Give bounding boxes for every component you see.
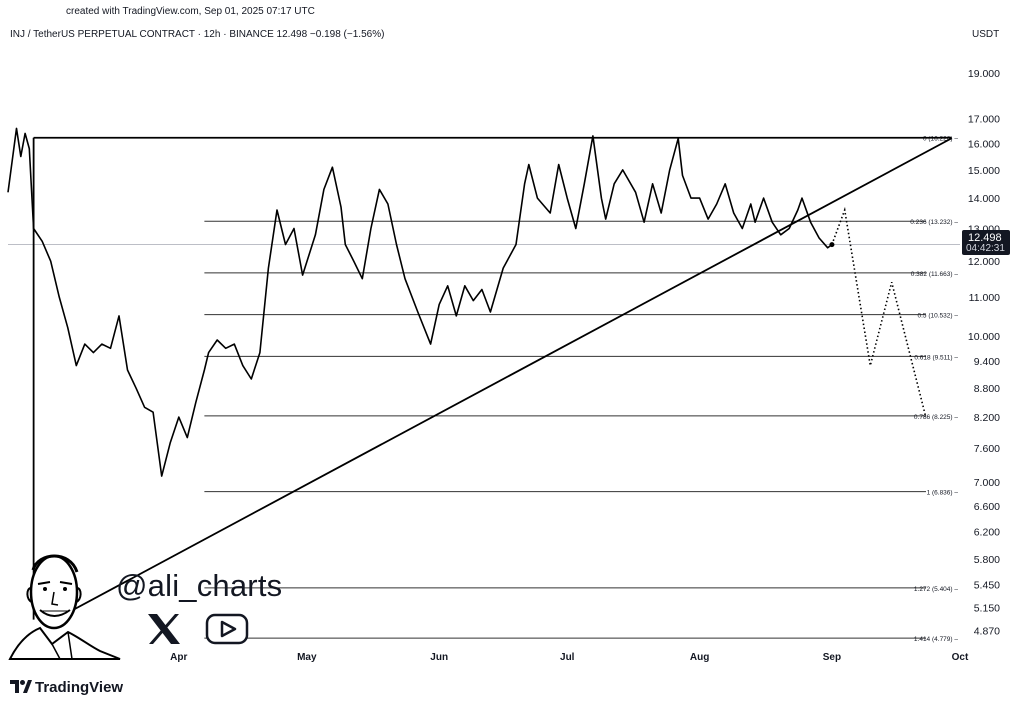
tradingview-logo: TradingView — [10, 679, 123, 696]
projection-path — [831, 206, 927, 418]
fib-level-label: 0.618 (9.511) – — [914, 354, 958, 361]
fib-level-label: 1.414 (4.779) – — [914, 636, 958, 643]
created-with-label: created with TradingView.com, Sep 01, 20… — [66, 6, 315, 17]
last-price-dot — [829, 242, 835, 248]
y-tick-label: 12.000 — [968, 256, 1000, 268]
currency-label: USDT — [972, 29, 1000, 40]
fib-level-label: 1.272 (5.404) – — [914, 586, 958, 593]
y-tick-label: 15.000 — [968, 165, 1000, 177]
fib-level-label: 0.5 (10.532) – — [918, 313, 959, 320]
avatar-illustration — [8, 554, 121, 660]
tradingview-logo-icon — [10, 680, 32, 693]
x-logo-icon — [148, 614, 180, 644]
y-tick-label: 5.800 — [974, 554, 1000, 566]
y-tick-label: 11.000 — [969, 292, 1000, 304]
price-series-line — [7, 127, 833, 477]
fib-level-label: 0.382 (11.663) – — [911, 271, 959, 278]
youtube-play-icon — [205, 613, 249, 645]
y-tick-label: 6.200 — [974, 527, 1000, 539]
y-tick-label: 7.000 — [974, 477, 1000, 489]
bar-countdown: 04:42:31 — [966, 243, 1005, 254]
x-tick-label: Sep — [823, 652, 841, 663]
x-tick-label: Jun — [430, 652, 448, 663]
y-tick-label: 5.150 — [974, 603, 1000, 615]
x-tick-label: Jul — [560, 652, 575, 663]
fib-levels-layer: 0 (16.226) – 0.236 (13.232) – 0.382 (11.66… — [8, 136, 960, 643]
trendline-support — [54, 137, 952, 621]
fib-level-label: 0.236 (13.232) – — [910, 219, 958, 226]
x-tick-label: Oct — [952, 652, 969, 663]
price-series-layer — [7, 127, 833, 477]
x-tick-label: Aug — [690, 652, 709, 663]
y-tick-label: 16.000 — [968, 138, 1000, 150]
y-tick-label: 4.870 — [974, 625, 1000, 637]
y-tick-label: 10.000 — [968, 331, 1000, 343]
current-price-value: 12.498 — [968, 232, 1002, 244]
y-tick-label: 17.000 — [968, 114, 1000, 126]
fib-level-label: 0 (16.226) – — [923, 136, 958, 143]
symbol-info-line[interactable]: INJ / TetherUS PERPETUAL CONTRACT · 12h … — [10, 29, 385, 40]
y-tick-label: 14.000 — [968, 193, 1000, 205]
y-tick-label: 8.800 — [974, 383, 1000, 395]
fib-level-label: 0.786 (8.225) – — [914, 414, 958, 421]
trendlines-layer — [32, 136, 952, 621]
y-tick-label: 8.200 — [974, 412, 1000, 424]
x-tick-label: May — [297, 652, 317, 663]
fib-level-label: 1 (6.836) – — [927, 490, 959, 497]
y-tick-label: 5.450 — [974, 579, 1000, 591]
x-tick-label: Apr — [170, 652, 187, 663]
tradingview-logo-text: TradingView — [35, 679, 124, 696]
y-tick-label: 19.000 — [968, 68, 1000, 80]
y-tick-label: 9.400 — [974, 356, 1000, 368]
y-tick-label: 7.600 — [974, 443, 1000, 455]
y-tick-label: 6.600 — [974, 501, 1000, 513]
author-handle: @ali_charts — [116, 568, 283, 603]
projection-layer — [829, 206, 927, 418]
current-price-label: 12.498 04:42:31 — [962, 230, 1010, 255]
